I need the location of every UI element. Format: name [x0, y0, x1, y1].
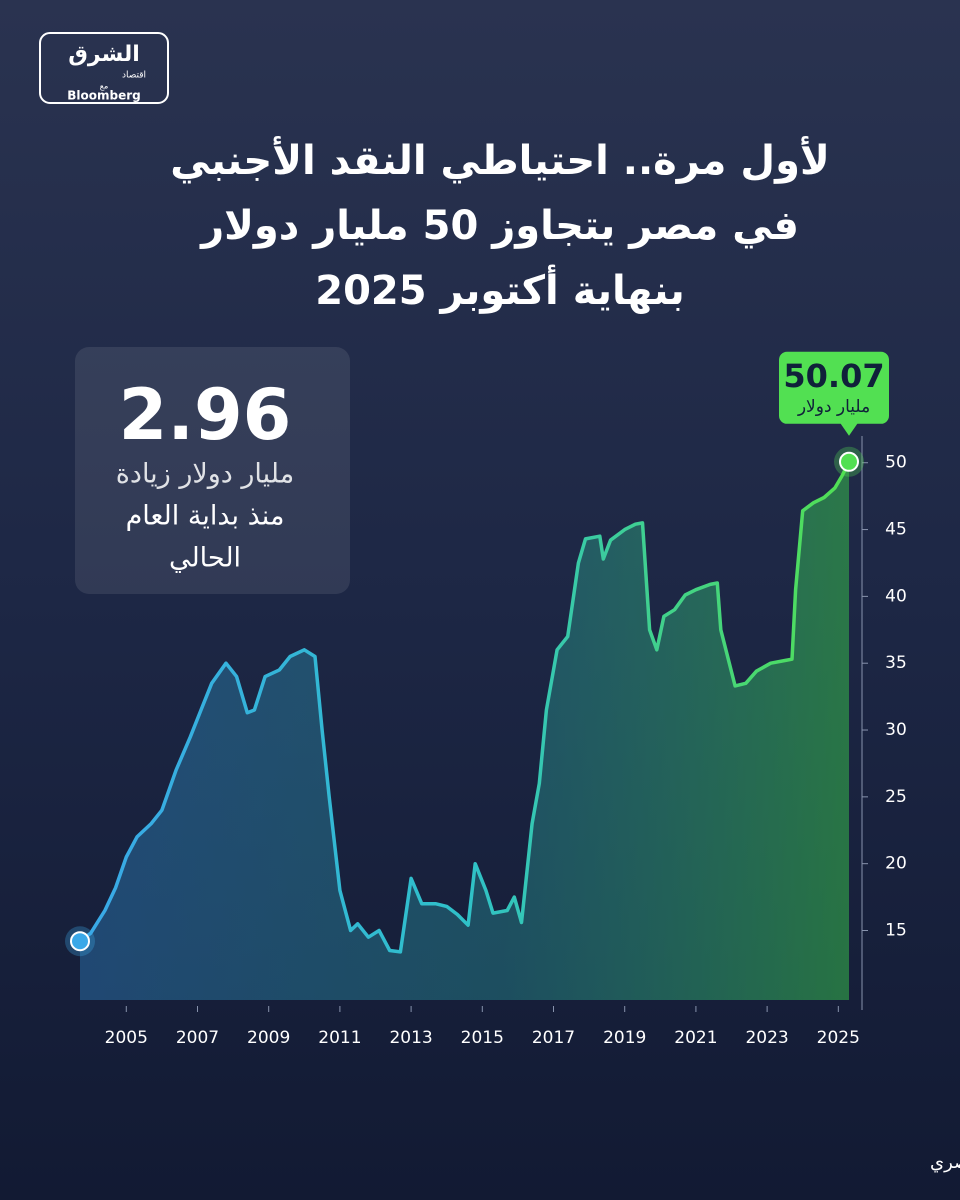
y-tick-label: 20 — [885, 854, 907, 874]
x-tick-label: 2015 — [461, 1028, 504, 1048]
x-tick-label: 2019 — [603, 1028, 646, 1048]
title-line: بنهاية أكتوبر 2025 — [315, 264, 685, 314]
logo-sub: اقتصاد — [122, 71, 146, 81]
y-tick-label: 40 — [885, 586, 907, 606]
point — [70, 931, 90, 952]
area — [80, 461, 849, 1000]
source: المصدر: بيانات البنك المركزي المصري — [930, 1152, 960, 1173]
line — [78, 461, 851, 954]
y-tick-label: 25 — [885, 787, 907, 807]
title-line: في مصر يتجاوز 50 مليار دولار — [199, 203, 799, 249]
annotation-value: 2.96 — [119, 374, 292, 456]
x-tick-label: 2013 — [389, 1028, 432, 1048]
logo-name: الشرق — [68, 42, 140, 67]
x-tick-label: 2023 — [745, 1028, 788, 1048]
title-line: لأول مرة.. احتياطي النقد الأجنبي — [170, 135, 829, 184]
y-tick-label: 45 — [885, 520, 907, 540]
x-tick-label: 2007 — [176, 1028, 219, 1048]
x-tick-label: 2021 — [674, 1028, 717, 1048]
x-tick-label: 2025 — [817, 1028, 860, 1048]
annotation-text: منذ بداية العام — [126, 501, 285, 532]
annotation-box — [75, 347, 350, 594]
logo-with: مع — [100, 82, 109, 91]
callout-box — [779, 351, 889, 424]
y-tick-label: 50 — [885, 453, 907, 473]
logo: الشرق اقتصاد مع Bloomberg — [39, 32, 169, 104]
y-tick-label: 30 — [885, 720, 907, 740]
callout-unit: مليار دولار — [797, 397, 870, 417]
logo-partner: Bloomberg — [67, 89, 141, 103]
callout-pointer — [840, 422, 858, 436]
y-tick-label: 35 — [885, 653, 907, 673]
annotation-text: الحالي — [169, 543, 241, 574]
annotation-text: مليار دولار زيادة — [116, 459, 294, 490]
callout-value: 50.07 — [783, 357, 884, 395]
x-tick-label: 2011 — [318, 1028, 361, 1048]
x-tick-label: 2017 — [532, 1028, 575, 1048]
x-tick-label: 2005 — [105, 1028, 148, 1048]
logo-frame — [39, 32, 169, 104]
y-tick-label: 15 — [885, 921, 907, 941]
point — [839, 451, 859, 472]
x-tick-label: 2009 — [247, 1028, 290, 1048]
